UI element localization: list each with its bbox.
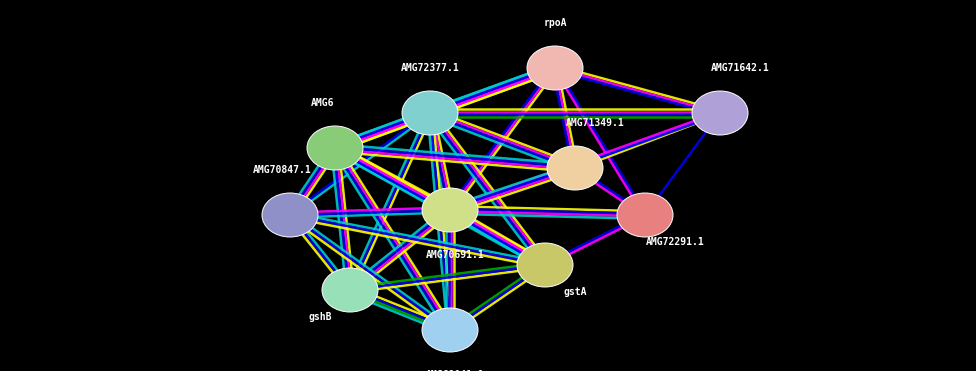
Text: AMG72377.1: AMG72377.1 <box>400 63 460 73</box>
Text: AMG69041.1: AMG69041.1 <box>426 370 484 371</box>
Ellipse shape <box>617 193 673 237</box>
Ellipse shape <box>527 46 583 90</box>
Text: AMG6: AMG6 <box>311 98 335 108</box>
Ellipse shape <box>322 268 378 312</box>
Text: AMG70691.1: AMG70691.1 <box>426 250 484 260</box>
Ellipse shape <box>422 188 478 232</box>
Ellipse shape <box>692 91 748 135</box>
Ellipse shape <box>517 243 573 287</box>
Ellipse shape <box>422 308 478 352</box>
Text: gshB: gshB <box>308 312 332 322</box>
Text: AMG71642.1: AMG71642.1 <box>711 63 769 73</box>
Text: rpoA: rpoA <box>544 18 567 28</box>
Ellipse shape <box>547 146 603 190</box>
Text: AMG71349.1: AMG71349.1 <box>566 118 625 128</box>
Ellipse shape <box>307 126 363 170</box>
Ellipse shape <box>402 91 458 135</box>
Text: gstA: gstA <box>563 287 587 297</box>
Text: AMG70847.1: AMG70847.1 <box>253 165 311 175</box>
Text: AMG72291.1: AMG72291.1 <box>646 237 705 247</box>
Ellipse shape <box>262 193 318 237</box>
